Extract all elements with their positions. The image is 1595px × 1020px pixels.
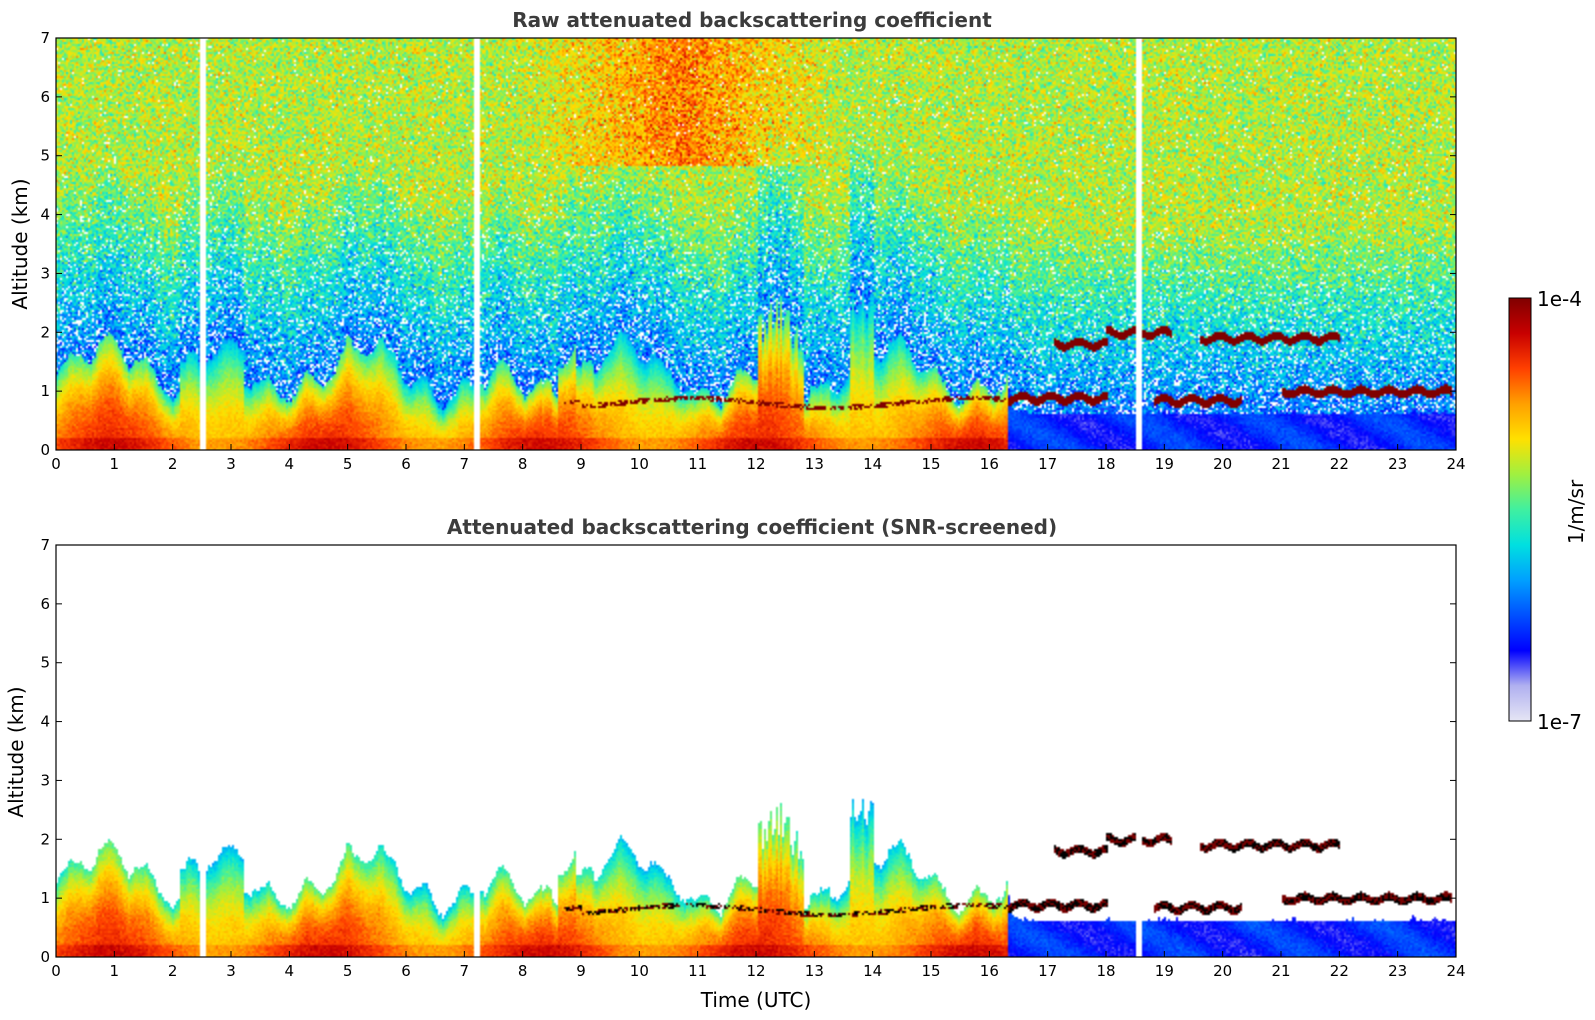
y-tick-label: 0: [40, 441, 50, 459]
y-axis-label-screened: Altitude (km): [4, 686, 28, 817]
x-tick-label: 12: [746, 455, 765, 473]
x-tick-label: 7: [460, 962, 470, 980]
x-tick-label: 23: [1388, 962, 1407, 980]
x-tick-label: 20: [1213, 455, 1232, 473]
x-tick-label: 8: [518, 455, 528, 473]
raw-backscatter-heatmap: [56, 38, 1456, 450]
colorbar-gradient: [1508, 297, 1532, 722]
y-tick-label: 4: [40, 713, 50, 731]
y-tick-label: 3: [40, 771, 50, 789]
y-tick-label: 2: [40, 323, 50, 341]
x-tick-label: 23: [1388, 455, 1407, 473]
y-ticks-raw: 0 1 2 3 4 5 6 7: [40, 29, 1456, 459]
x-tick-label: 7: [460, 455, 470, 473]
screened-backscatter-panel: Attenuated backscattering coefficient (S…: [4, 515, 1466, 1012]
x-tick-label: 3: [226, 962, 236, 980]
y-tick-label: 5: [40, 147, 50, 165]
x-tick-label: 0: [51, 962, 61, 980]
panel-title-screened: Attenuated backscattering coefficient (S…: [447, 515, 1057, 539]
y-ticks-screened: 0 1 2 3 4 5 6 7: [40, 536, 1456, 966]
x-tick-label: 9: [576, 962, 586, 980]
x-tick-label: 10: [630, 455, 649, 473]
x-tick-label: 0: [51, 455, 61, 473]
x-tick-label: 11: [688, 962, 707, 980]
x-tick-label: 1: [110, 962, 120, 980]
x-tick-label: 15: [921, 962, 940, 980]
x-tick-label: 16: [980, 455, 999, 473]
x-tick-label: 18: [1096, 455, 1115, 473]
raw-backscatter-panel: Raw attenuated backscattering coefficien…: [8, 8, 1466, 473]
x-tick-label: 18: [1096, 962, 1115, 980]
x-tick-label: 9: [576, 455, 586, 473]
x-tick-label: 20: [1213, 962, 1232, 980]
x-tick-label: 2: [168, 962, 178, 980]
y-tick-label: 2: [40, 830, 50, 848]
y-tick-label: 5: [40, 654, 50, 672]
x-tick-label: 3: [226, 455, 236, 473]
x-tick-label: 19: [1155, 455, 1174, 473]
y-tick-label: 7: [40, 29, 50, 47]
x-tick-label: 19: [1155, 962, 1174, 980]
y-tick-label: 7: [40, 536, 50, 554]
x-tick-label: 2: [168, 455, 178, 473]
x-tick-label: 6: [401, 455, 411, 473]
x-axis-label: Time (UTC): [700, 988, 812, 1012]
screened-backscatter-heatmap: [56, 545, 1456, 957]
x-tick-label: 12: [746, 962, 765, 980]
colorbar-unit-label: 1/m/sr: [1564, 479, 1588, 544]
x-tick-label: 17: [1038, 455, 1057, 473]
y-tick-label: 1: [40, 889, 50, 907]
y-tick-label: 6: [40, 88, 50, 106]
x-tick-label: 11: [688, 455, 707, 473]
colorbar-max-label: 1e-4: [1537, 287, 1582, 311]
colorbar: 1e-4 1e-7 1/m/sr: [1508, 287, 1588, 734]
x-tick-label: 4: [285, 962, 295, 980]
x-tick-label: 16: [980, 962, 999, 980]
y-tick-label: 1: [40, 382, 50, 400]
x-ticks-raw: 0 1 2 3 4 5 6 7 8 9 10 11 12 13 14 15 16 17 18 19 20 21 22 23 24: [51, 444, 1466, 473]
colorbar-min-label: 1e-7: [1537, 710, 1582, 734]
x-tick-label: 5: [343, 962, 353, 980]
y-tick-label: 3: [40, 264, 50, 282]
y-tick-label: 0: [40, 948, 50, 966]
panel-title-raw: Raw attenuated backscattering coefficien…: [512, 8, 992, 32]
x-tick-label: 24: [1446, 962, 1465, 980]
x-tick-label: 15: [921, 455, 940, 473]
x-tick-label: 22: [1330, 962, 1349, 980]
x-tick-label: 10: [630, 962, 649, 980]
y-tick-label: 4: [40, 206, 50, 224]
x-tick-label: 21: [1271, 962, 1290, 980]
x-tick-label: 4: [285, 455, 295, 473]
x-tick-label: 14: [863, 962, 882, 980]
x-tick-label: 6: [401, 962, 411, 980]
y-axis-label-raw: Altitude (km): [8, 178, 32, 309]
x-tick-label: 22: [1330, 455, 1349, 473]
x-tick-label: 24: [1446, 455, 1465, 473]
x-tick-label: 1: [110, 455, 120, 473]
x-tick-label: 8: [518, 962, 528, 980]
x-tick-label: 13: [805, 962, 824, 980]
x-tick-label: 14: [863, 455, 882, 473]
x-tick-label: 13: [805, 455, 824, 473]
x-ticks-screened: 0 1 2 3 4 5 6 7 8 9 10 11 12 13 14 15 16 17 18 19 20 21 22 23 24: [51, 951, 1466, 980]
x-tick-label: 5: [343, 455, 353, 473]
y-tick-label: 6: [40, 595, 50, 613]
x-tick-label: 21: [1271, 455, 1290, 473]
x-tick-label: 17: [1038, 962, 1057, 980]
